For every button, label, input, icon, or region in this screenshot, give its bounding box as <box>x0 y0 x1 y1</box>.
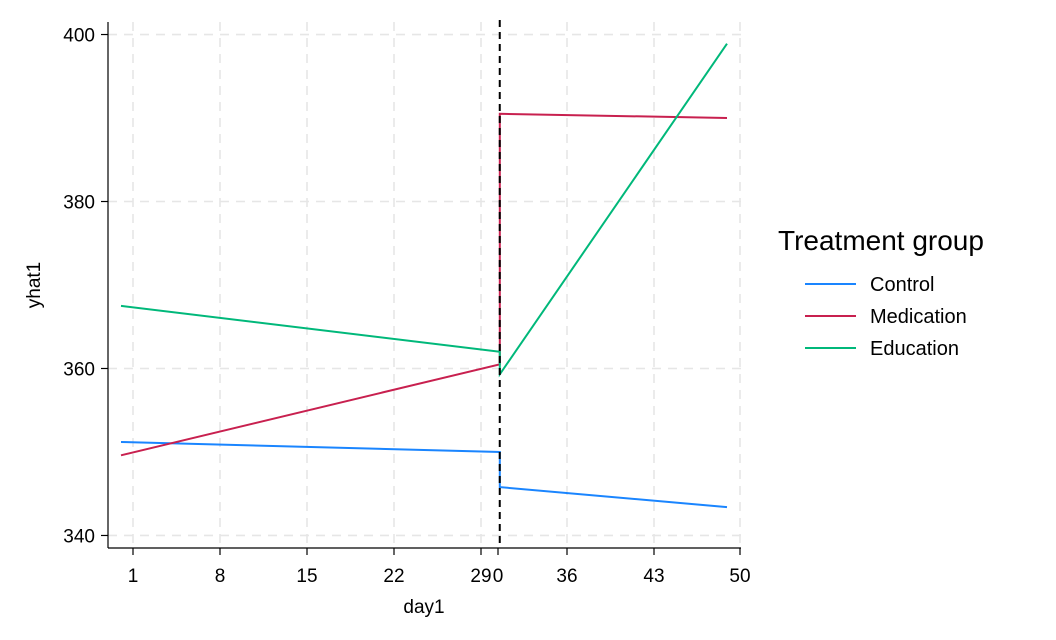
grid-lines <box>108 22 741 548</box>
x-tick-label: 50 <box>729 566 750 587</box>
y-tick-label: 400 <box>63 26 95 47</box>
series-line-control <box>120 441 728 509</box>
series-lines <box>120 43 728 509</box>
x-tick-label: 8 <box>215 566 226 587</box>
x-tick-label: 43 <box>643 566 664 587</box>
x-tick-label: 0 <box>493 566 504 587</box>
legend: Treatment group Control Medication Educati… <box>778 225 984 360</box>
y-tick-label: 360 <box>63 359 95 380</box>
y-ticks: 340 360 380 400 <box>63 26 108 547</box>
legend-title: Treatment group <box>778 225 984 256</box>
legend-label-education: Education <box>870 338 959 360</box>
axes <box>107 22 741 549</box>
x-tick-label: 22 <box>383 566 404 587</box>
x-tick-label: 1 <box>128 566 139 587</box>
y-tick-label: 380 <box>63 193 95 214</box>
x-axis-title: day1 <box>403 597 444 618</box>
legend-label-medication: Medication <box>870 306 967 328</box>
x-tick-label: 29 <box>470 566 491 587</box>
series-line-education <box>120 43 728 378</box>
x-tick-label: 36 <box>556 566 577 587</box>
x-ticks: 1 8 15 22 29 0 36 43 50 <box>128 548 751 587</box>
x-tick-label: 15 <box>296 566 317 587</box>
y-tick-label: 340 <box>63 526 95 547</box>
y-axis-title: yhat1 <box>24 262 45 308</box>
series-line-medication <box>120 112 728 457</box>
legend-label-control: Control <box>870 274 934 296</box>
